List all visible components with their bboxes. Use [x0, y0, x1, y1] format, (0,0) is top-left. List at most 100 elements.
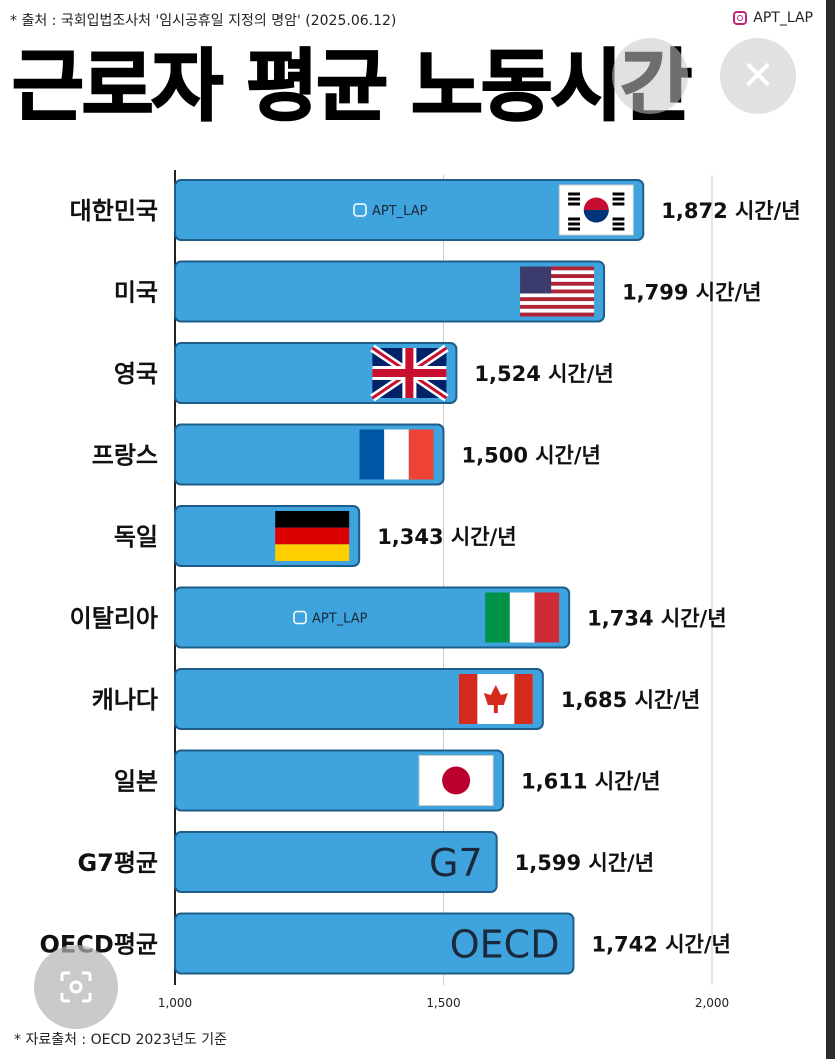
bar: [174, 831, 498, 893]
flag-korea-trigram: [568, 227, 580, 231]
flag-canada-icon: [458, 674, 533, 724]
flag-korea-trigram: [612, 222, 625, 226]
bar-marker-text: G7: [429, 841, 483, 885]
watermark-icon: [293, 610, 307, 625]
flag-italy-green: [485, 592, 510, 643]
flag-usa-stripe: [520, 312, 595, 317]
flag-canada-maple-leaf: [483, 685, 508, 713]
flag-korea-trigram: [568, 197, 580, 201]
flag-japan-icon: [418, 755, 494, 806]
flag-italy-red: [534, 592, 560, 643]
bar-row: OECD평균 OECD 1,742 시간/년: [40, 912, 731, 975]
value-label: 1,742 시간/년: [591, 933, 730, 957]
value-label: 1,734 시간/년: [587, 607, 726, 631]
bar: [174, 668, 544, 730]
close-icon: ✕: [741, 53, 775, 99]
bar-row: 독일 1,343 시간/년: [114, 505, 517, 567]
flag-germany-black: [275, 511, 350, 528]
flag-korea-trigram: [568, 202, 580, 206]
instagram-icon: [733, 11, 748, 25]
close-button[interactable]: ✕: [720, 38, 796, 114]
flag-usa-stripe: [520, 304, 595, 309]
value-label: 1,500 시간/년: [462, 444, 601, 468]
flag-usa-stripe: [520, 293, 595, 298]
watermark-text: APT_LAP: [372, 204, 428, 219]
watermark-text: APT_LAP: [312, 612, 368, 627]
category-label: 독일: [114, 523, 158, 551]
value-label: 1,599 시간/년: [515, 851, 654, 875]
lens-search-button[interactable]: [34, 945, 118, 1029]
flag-korea-trigram: [612, 202, 625, 206]
flag-usa-stripe: [520, 308, 595, 313]
bar-marker-text: OECD: [450, 923, 560, 967]
category-label: 대한민국: [70, 197, 158, 225]
flag-korea-trigram: [568, 217, 580, 221]
flag-korea-taegeuk-bottom: [583, 210, 609, 223]
flag-uk-cross-h-red: [372, 369, 447, 377]
flag-canada-right: [514, 674, 533, 724]
bar: [174, 912, 575, 975]
flag-italy-white: [509, 592, 535, 643]
bar-row: 일본 1,611 시간/년: [114, 749, 660, 812]
category-label: 미국: [114, 279, 158, 307]
bar-row: 미국 1,799 시간/년: [114, 260, 761, 323]
data-source-note: * 자료출처 : OECD 2023년도 기준: [14, 1032, 228, 1048]
flag-usa-stripe: [520, 285, 595, 290]
flag-usa-stripe: [520, 281, 595, 286]
flag-uk-icon: [370, 344, 449, 402]
x-tick-label: 2,000: [695, 996, 729, 1010]
category-label: 프랑스: [92, 442, 158, 470]
category-label: G7평균: [77, 849, 158, 877]
bar: [174, 586, 571, 649]
flag-usa-stripe: [520, 278, 595, 282]
flag-korea-trigram: [568, 222, 580, 226]
source-note: * 출처 : 국회입법조사처 '임시공휴일 지정의 명암' (2025.06.1…: [10, 13, 397, 29]
x-tick-label: 1,500: [426, 996, 460, 1010]
flag-germany-red: [275, 527, 350, 545]
flag-france-blue: [359, 429, 385, 480]
bar: [174, 179, 645, 241]
category-label: 캐나다: [92, 686, 158, 714]
flag-usa-stripe: [520, 274, 595, 279]
flag-france-icon: [359, 429, 434, 480]
page-title: 근로자 평균 노동시간: [11, 42, 693, 132]
flag-usa-stripe: [520, 301, 595, 305]
flag-korea-trigram: [612, 227, 625, 231]
flag-france-red: [408, 429, 434, 480]
bar-row: 이탈리아 APT_LAP 1,734 시간/년: [70, 586, 727, 649]
flag-germany-icon: [275, 511, 350, 561]
bar: [174, 260, 606, 323]
flag-korea-trigram: [612, 217, 625, 221]
lens-icon: [60, 971, 92, 1003]
flag-usa-canton: [520, 266, 552, 294]
flag-germany-gold: [275, 544, 350, 561]
flag-usa-stripe: [520, 266, 595, 271]
category-label: 영국: [114, 360, 158, 388]
handle-label: APT_LAP: [753, 10, 813, 26]
category-label: 일본: [114, 768, 158, 796]
flag-usa-stripe: [520, 270, 595, 275]
bar-chart: 1,000 1,500 2,000 대한민국 APT_LAP 1,872 시간/년미국 1,…: [40, 170, 801, 1010]
flag-korea-trigram: [612, 197, 625, 201]
category-label: 이탈리아: [70, 605, 158, 633]
flag-canada-left: [458, 674, 478, 724]
flag-usa-stripe: [520, 289, 595, 294]
instagram-handle: APT_LAP: [733, 10, 813, 26]
bar-row: 캐나다 1,685 시간/년: [92, 668, 700, 730]
flag-france-white: [384, 429, 409, 480]
value-label: 1,524 시간/년: [474, 362, 613, 386]
flag-italy-icon: [485, 592, 560, 643]
bar-row: 대한민국 APT_LAP 1,872 시간/년: [70, 179, 801, 241]
value-label: 1,343 시간/년: [377, 525, 516, 549]
flag-korea-trigram: [568, 192, 580, 196]
overlay-button[interactable]: [612, 38, 688, 114]
value-label: 1,872 시간/년: [661, 199, 800, 223]
flag-usa-stripe: [520, 297, 595, 302]
value-label: 1,685 시간/년: [561, 688, 700, 712]
bar-row: 프랑스 1,500 시간/년: [92, 423, 601, 486]
watermark-icon: [353, 203, 367, 217]
value-label: 1,799 시간/년: [622, 281, 761, 305]
flag-korea-trigram: [612, 192, 625, 196]
bar-row: 영국 1,524 시간/년: [114, 342, 614, 404]
